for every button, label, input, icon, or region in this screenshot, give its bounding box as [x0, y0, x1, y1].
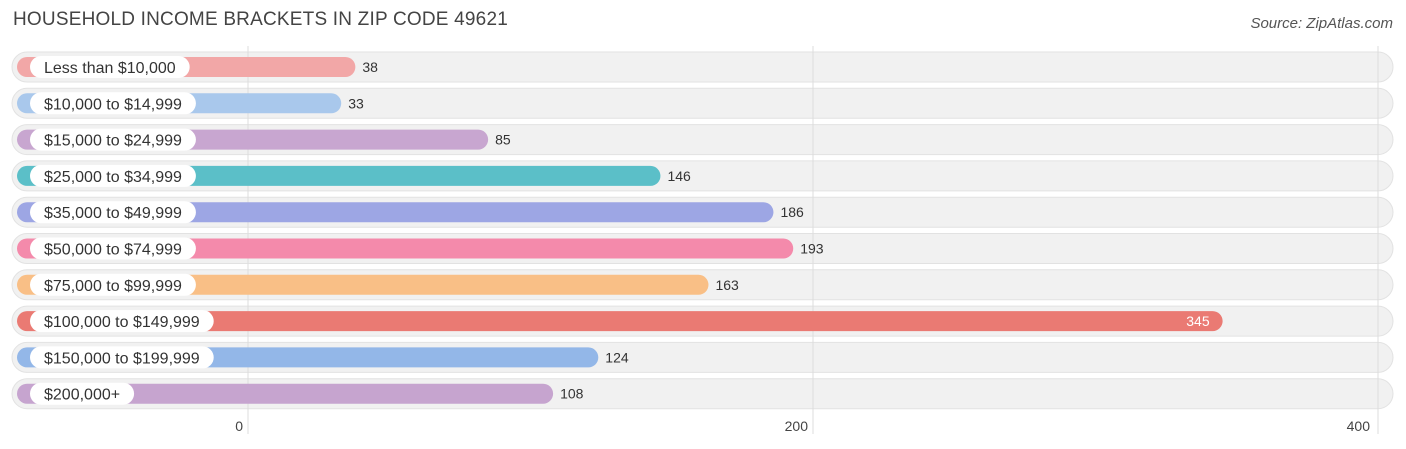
category-label-pill — [30, 128, 196, 151]
category-label-pill — [30, 310, 214, 333]
row-background — [11, 51, 1394, 83]
category-label-pill — [30, 201, 196, 224]
category-label-pill — [30, 273, 196, 296]
tick-label: 400 — [1347, 418, 1371, 434]
category-label-pill — [30, 92, 196, 115]
category-label-pill — [30, 237, 196, 260]
value-label: 124 — [605, 349, 629, 365]
value-label: 108 — [560, 386, 584, 402]
category-label-pill — [30, 346, 214, 369]
bar — [17, 202, 774, 223]
chart-title: HOUSEHOLD INCOME BRACKETS IN ZIP CODE 49… — [13, 9, 508, 30]
category-label: $75,000 to $99,999 — [44, 278, 182, 295]
category-label: $150,000 to $199,999 — [44, 350, 200, 367]
value-label: 193 — [800, 241, 824, 257]
category-label: $10,000 to $14,999 — [44, 96, 182, 113]
chart-source: Source: ZipAtlas.com — [1250, 15, 1393, 32]
bar — [17, 238, 794, 259]
value-label: 33 — [348, 95, 364, 111]
value-label: 38 — [362, 59, 378, 75]
category-label: $100,000 to $149,999 — [44, 314, 200, 331]
tick-label: 0 — [235, 418, 243, 434]
category-label-pill — [30, 382, 135, 405]
category-label-pill — [30, 164, 196, 187]
value-label: 85 — [495, 132, 511, 148]
category-label: $25,000 to $34,999 — [44, 169, 182, 186]
category-label: $35,000 to $49,999 — [44, 205, 182, 222]
category-label: Less than $10,000 — [44, 60, 176, 77]
value-label: 186 — [780, 204, 804, 220]
category-label: $15,000 to $24,999 — [44, 133, 182, 150]
category-label: $200,000+ — [44, 387, 120, 404]
value-label: 163 — [715, 277, 739, 293]
category-label: $50,000 to $74,999 — [44, 242, 182, 259]
bar — [17, 383, 554, 404]
row-background — [11, 87, 1394, 119]
value-label: 146 — [667, 168, 691, 184]
bar — [17, 311, 1223, 332]
tick-label: 200 — [785, 418, 809, 434]
value-label: 345 — [1186, 313, 1210, 329]
category-label-pill — [30, 56, 190, 78]
